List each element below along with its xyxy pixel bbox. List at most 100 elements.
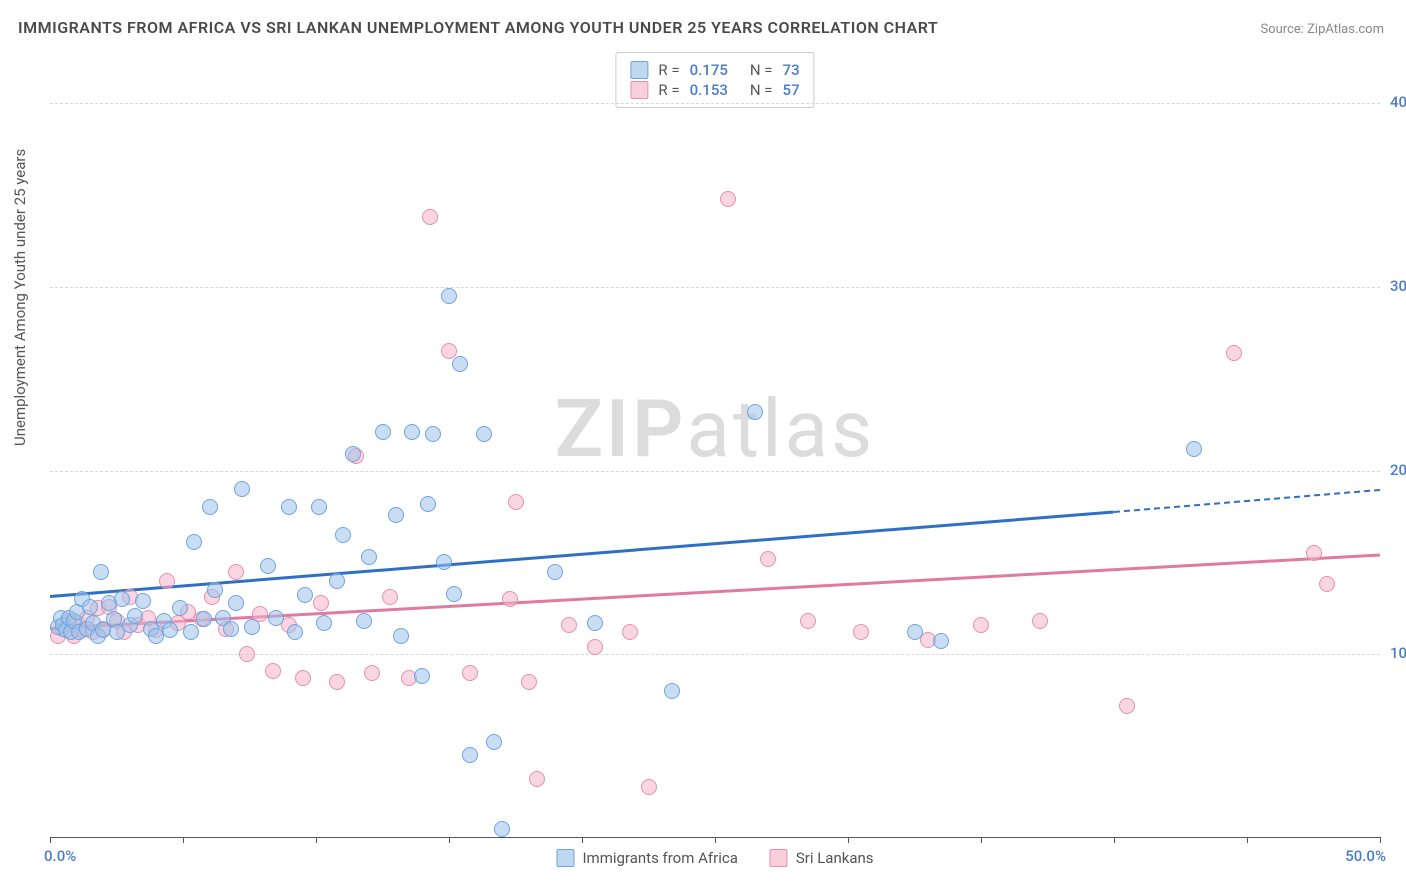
data-point[interactable] xyxy=(1319,576,1335,592)
data-point[interactable] xyxy=(747,404,763,420)
legend-item-blue[interactable]: Immigrants from Africa xyxy=(556,849,737,867)
x-tick xyxy=(848,837,849,843)
data-point[interactable] xyxy=(329,674,345,690)
data-point[interactable] xyxy=(202,499,218,515)
data-point[interactable] xyxy=(268,610,284,626)
x-tick xyxy=(1114,837,1115,843)
data-point[interactable] xyxy=(228,595,244,611)
watermark-bold: ZIP xyxy=(555,381,687,475)
data-point[interactable] xyxy=(361,549,377,565)
series-legend: Immigrants from Africa Sri Lankans xyxy=(556,849,873,867)
data-point[interactable] xyxy=(335,527,351,543)
data-point[interactable] xyxy=(462,665,478,681)
data-point[interactable] xyxy=(239,646,255,662)
data-point[interactable] xyxy=(508,494,524,510)
data-point[interactable] xyxy=(476,426,492,442)
data-point[interactable] xyxy=(587,639,603,655)
data-point[interactable] xyxy=(313,595,329,611)
data-point[interactable] xyxy=(436,554,452,570)
swatch-pink-icon xyxy=(630,81,648,99)
data-point[interactable] xyxy=(641,779,657,795)
data-point[interactable] xyxy=(502,591,518,607)
data-point[interactable] xyxy=(281,499,297,515)
data-point[interactable] xyxy=(425,426,441,442)
data-point[interactable] xyxy=(760,551,776,567)
data-point[interactable] xyxy=(159,573,175,589)
data-point[interactable] xyxy=(388,507,404,523)
y-tick-label: 10.0% xyxy=(1390,644,1406,662)
data-point[interactable] xyxy=(311,499,327,515)
data-point[interactable] xyxy=(1306,545,1322,561)
x-tick xyxy=(981,837,982,843)
data-point[interactable] xyxy=(382,589,398,605)
data-point[interactable] xyxy=(260,558,276,574)
data-point[interactable] xyxy=(587,615,603,631)
data-point[interactable] xyxy=(1032,613,1048,629)
data-point[interactable] xyxy=(486,734,502,750)
data-point[interactable] xyxy=(207,582,223,598)
data-point[interactable] xyxy=(547,564,563,580)
swatch-pink-icon xyxy=(770,849,788,867)
y-tick-label: 20.0% xyxy=(1390,461,1406,479)
legend-item-pink[interactable]: Sri Lankans xyxy=(770,849,874,867)
data-point[interactable] xyxy=(114,591,130,607)
data-point[interactable] xyxy=(420,496,436,512)
data-point[interactable] xyxy=(404,424,420,440)
y-tick-label: 30.0% xyxy=(1390,277,1406,295)
x-tick xyxy=(50,837,51,843)
data-point[interactable] xyxy=(183,624,199,640)
data-point[interactable] xyxy=(345,446,361,462)
data-point[interactable] xyxy=(316,615,332,631)
data-point[interactable] xyxy=(356,613,372,629)
data-point[interactable] xyxy=(135,593,151,609)
data-point[interactable] xyxy=(452,356,468,372)
data-point[interactable] xyxy=(82,599,98,615)
data-point[interactable] xyxy=(622,624,638,640)
legend-label-blue: Immigrants from Africa xyxy=(582,849,737,867)
data-point[interactable] xyxy=(364,665,380,681)
y-axis-title: Unemployment Among Youth under 25 years xyxy=(11,149,29,446)
data-point[interactable] xyxy=(234,481,250,497)
data-point[interactable] xyxy=(973,617,989,633)
data-point[interactable] xyxy=(127,608,143,624)
data-point[interactable] xyxy=(196,611,212,627)
data-point[interactable] xyxy=(720,191,736,207)
data-point[interactable] xyxy=(446,586,462,602)
data-point[interactable] xyxy=(800,613,816,629)
data-point[interactable] xyxy=(494,821,510,837)
data-point[interactable] xyxy=(664,683,680,699)
data-point[interactable] xyxy=(186,534,202,550)
data-point[interactable] xyxy=(529,771,545,787)
data-point[interactable] xyxy=(414,668,430,684)
data-point[interactable] xyxy=(853,624,869,640)
data-point[interactable] xyxy=(228,564,244,580)
data-point[interactable] xyxy=(1119,698,1135,714)
data-point[interactable] xyxy=(287,624,303,640)
data-point[interactable] xyxy=(375,424,391,440)
data-point[interactable] xyxy=(172,600,188,616)
data-point[interactable] xyxy=(393,628,409,644)
data-point[interactable] xyxy=(521,674,537,690)
data-point[interactable] xyxy=(244,619,260,635)
data-point[interactable] xyxy=(441,288,457,304)
data-point[interactable] xyxy=(1186,441,1202,457)
data-point[interactable] xyxy=(462,747,478,763)
stats-row-pink: R = 0.153 N = 57 xyxy=(630,81,799,99)
r-value-blue: 0.175 xyxy=(690,61,728,79)
data-point[interactable] xyxy=(422,209,438,225)
stats-legend: R = 0.175 N = 73 R = 0.153 N = 57 xyxy=(615,52,814,108)
data-point[interactable] xyxy=(907,624,923,640)
data-point[interactable] xyxy=(1226,345,1242,361)
data-point[interactable] xyxy=(162,622,178,638)
data-point[interactable] xyxy=(295,670,311,686)
data-point[interactable] xyxy=(933,633,949,649)
data-point[interactable] xyxy=(561,617,577,633)
data-point[interactable] xyxy=(265,663,281,679)
data-point[interactable] xyxy=(93,564,109,580)
gridline xyxy=(50,287,1380,288)
data-point[interactable] xyxy=(329,573,345,589)
data-point[interactable] xyxy=(297,587,313,603)
data-point[interactable] xyxy=(223,621,239,637)
x-tick xyxy=(449,837,450,843)
source-label: Source: ZipAtlas.com xyxy=(1260,22,1384,37)
